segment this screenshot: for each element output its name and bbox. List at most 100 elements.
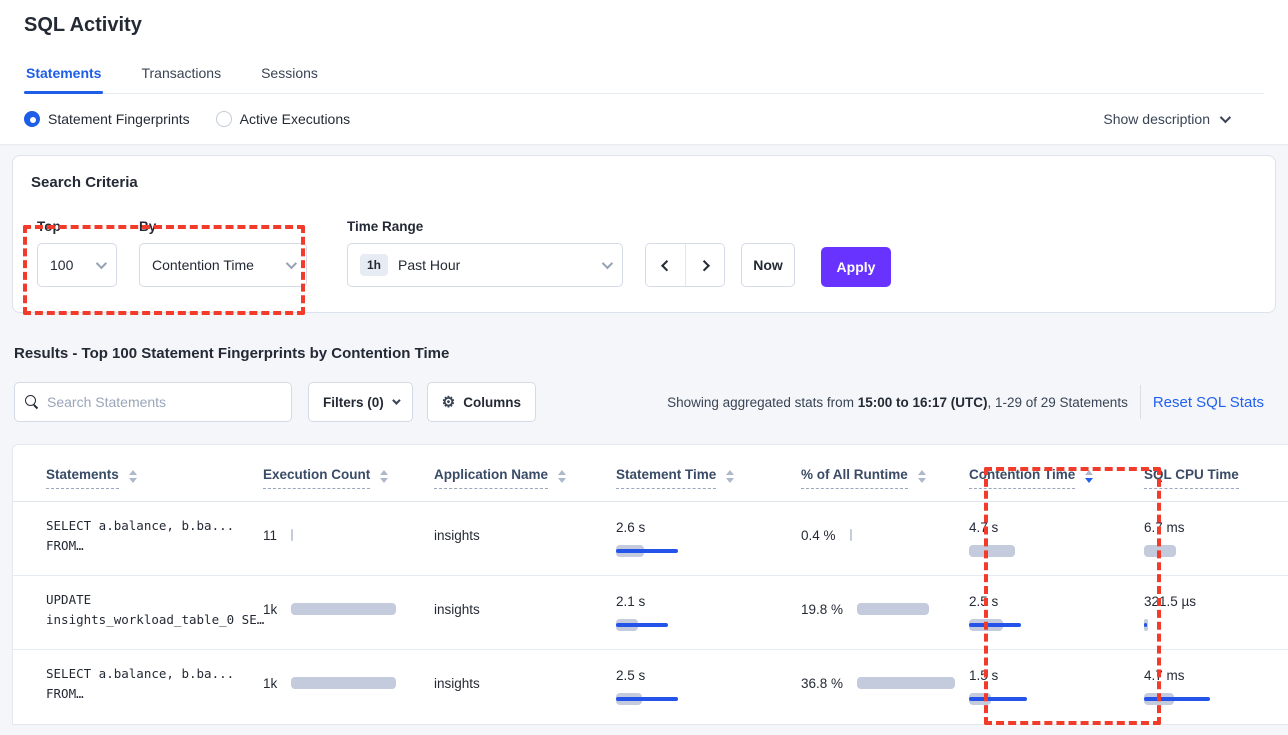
- table-header-row: Statements Execution Count Application N…: [13, 445, 1288, 502]
- column-header-statements[interactable]: Statements: [46, 467, 119, 489]
- chevron-down-icon: [95, 257, 108, 270]
- chevron-down-icon: [285, 257, 298, 270]
- sort-icon[interactable]: [128, 469, 137, 483]
- chevron-right-icon: [698, 260, 710, 272]
- search-icon: [25, 395, 39, 409]
- pct-runtime-cell: 0.4 %: [801, 516, 969, 545]
- sort-icon[interactable]: [726, 469, 735, 483]
- time-range-label: Time Range: [347, 219, 424, 234]
- pct-runtime-cell: 36.8 %: [801, 664, 969, 693]
- radio-selected-icon: [24, 111, 40, 127]
- chevron-down-icon: [601, 257, 614, 270]
- execution-count-cell: 1k: [263, 664, 434, 693]
- statement-time-cell: 2.6 s: [616, 516, 801, 558]
- statement-time-bar: [616, 692, 678, 706]
- contention-time-cell: 2.5 s: [969, 590, 1144, 632]
- column-header-execution-count[interactable]: Execution Count: [263, 467, 371, 489]
- radio-label: Active Executions: [239, 111, 351, 127]
- time-range-value: Past Hour: [398, 257, 461, 273]
- sort-icon[interactable]: [380, 469, 389, 483]
- chevron-down-icon: [391, 396, 401, 405]
- search-statements-input[interactable]: [47, 394, 281, 410]
- results-toolbar: Filters (0) ⚙ Columns Showing aggregated…: [14, 382, 1274, 422]
- statement-cell[interactable]: SELECT a.balance, b.ba... FROM…: [46, 666, 235, 701]
- tab-transactions[interactable]: Transactions: [141, 65, 222, 81]
- statement-cell[interactable]: SELECT a.balance, b.ba... FROM…: [46, 518, 235, 553]
- execution-count-bar: [291, 602, 397, 616]
- search-criteria-card: Search Criteria Top 100 By Contention Ti…: [12, 155, 1276, 313]
- column-header-statement-time[interactable]: Statement Time: [616, 467, 717, 489]
- tab-bar: Statements Transactions Sessions: [24, 55, 1264, 94]
- search-statements-box[interactable]: [14, 382, 292, 422]
- time-next-button[interactable]: [685, 244, 724, 286]
- by-select[interactable]: Contention Time: [139, 243, 307, 287]
- column-header-sql-cpu-time[interactable]: SQL CPU Time: [1144, 467, 1239, 489]
- application-name-cell: insights: [434, 602, 480, 617]
- chevron-left-icon: [660, 260, 672, 272]
- statement-cell[interactable]: UPDATE insights_workload_table_0 SE…: [46, 592, 265, 627]
- chevron-down-icon: [1219, 111, 1232, 124]
- by-label: By: [139, 219, 157, 234]
- toolbar-divider: [1139, 385, 1141, 419]
- sql-cpu-time-bar: [1144, 692, 1210, 706]
- filters-button[interactable]: Filters (0): [308, 382, 413, 422]
- column-header-pct-runtime[interactable]: % of All Runtime: [801, 467, 908, 489]
- application-name-cell: insights: [434, 676, 480, 691]
- contention-time-bar: [969, 692, 1027, 706]
- time-range-badge: 1h: [360, 254, 389, 276]
- contention-time-bar: [969, 544, 1015, 558]
- view-radio-group: Statement Fingerprints Active Executions: [24, 111, 350, 127]
- radio-active-executions[interactable]: Active Executions: [215, 111, 351, 127]
- page-title: SQL Activity: [24, 14, 142, 36]
- top-select-value: 100: [50, 257, 74, 273]
- gear-icon: ⚙: [441, 393, 456, 411]
- table-row[interactable]: SELECT a.balance, b.ba... FROM… 1k insig…: [13, 650, 1288, 724]
- tab-sessions[interactable]: Sessions: [261, 65, 318, 81]
- radio-unselected-icon: [215, 111, 232, 127]
- results-heading: Results - Top 100 Statement Fingerprints…: [14, 345, 450, 362]
- execution-count-cell: 1k: [263, 590, 434, 619]
- execution-count-bar: [291, 528, 294, 542]
- column-header-application-name[interactable]: Application Name: [434, 467, 549, 489]
- sort-icon-descending[interactable]: [1085, 469, 1094, 483]
- filters-label: Filters (0): [323, 394, 384, 410]
- sql-cpu-time-cell: 4.7 ms: [1144, 664, 1288, 706]
- page-header: SQL Activity Statements Transactions Ses…: [0, 0, 1288, 94]
- sql-cpu-time-bar: [1144, 544, 1176, 558]
- statement-time-cell: 2.1 s: [616, 590, 801, 632]
- top-select[interactable]: 100: [37, 243, 117, 287]
- reset-sql-stats-link[interactable]: Reset SQL Stats: [1152, 393, 1264, 411]
- view-toggle-strip: Statement Fingerprints Active Executions…: [0, 94, 1288, 144]
- sql-cpu-time-cell: 321.5 µs: [1144, 590, 1288, 632]
- pct-runtime-bar: [857, 676, 956, 690]
- show-description-toggle[interactable]: Show description: [1103, 111, 1264, 127]
- pct-runtime-cell: 19.8 %: [801, 590, 969, 619]
- execution-count-cell: 11: [263, 516, 434, 545]
- columns-button[interactable]: ⚙ Columns: [426, 382, 536, 422]
- statement-time-bar: [616, 618, 668, 632]
- pct-runtime-bar: [857, 602, 930, 616]
- columns-label: Columns: [463, 394, 521, 410]
- now-button[interactable]: Now: [741, 243, 795, 287]
- show-description-label: Show description: [1103, 111, 1210, 127]
- sort-icon[interactable]: [558, 469, 567, 483]
- statements-table: Statements Execution Count Application N…: [12, 444, 1288, 725]
- execution-count-bar: [291, 676, 397, 690]
- stats-time-range: 15:00 to 16:17 (UTC): [857, 394, 988, 410]
- radio-statement-fingerprints[interactable]: Statement Fingerprints: [24, 111, 190, 127]
- time-nav-group: [645, 243, 725, 287]
- top-label: Top: [37, 219, 61, 234]
- sort-icon[interactable]: [917, 469, 926, 483]
- column-header-contention-time[interactable]: Contention Time: [969, 467, 1076, 489]
- table-row[interactable]: SELECT a.balance, b.ba... FROM… 11 insig…: [13, 502, 1288, 576]
- application-name-cell: insights: [434, 528, 480, 543]
- time-range-select[interactable]: 1h Past Hour: [347, 243, 623, 287]
- pct-runtime-bar: [849, 528, 852, 542]
- tab-statements[interactable]: Statements: [24, 55, 104, 94]
- apply-button[interactable]: Apply: [821, 247, 891, 287]
- by-select-value: Contention Time: [152, 257, 254, 273]
- time-prev-button[interactable]: [646, 244, 685, 286]
- contention-time-cell: 4.7 s: [969, 516, 1144, 558]
- statement-time-cell: 2.5 s: [616, 664, 801, 706]
- table-row[interactable]: UPDATE insights_workload_table_0 SE… 1k …: [13, 576, 1288, 650]
